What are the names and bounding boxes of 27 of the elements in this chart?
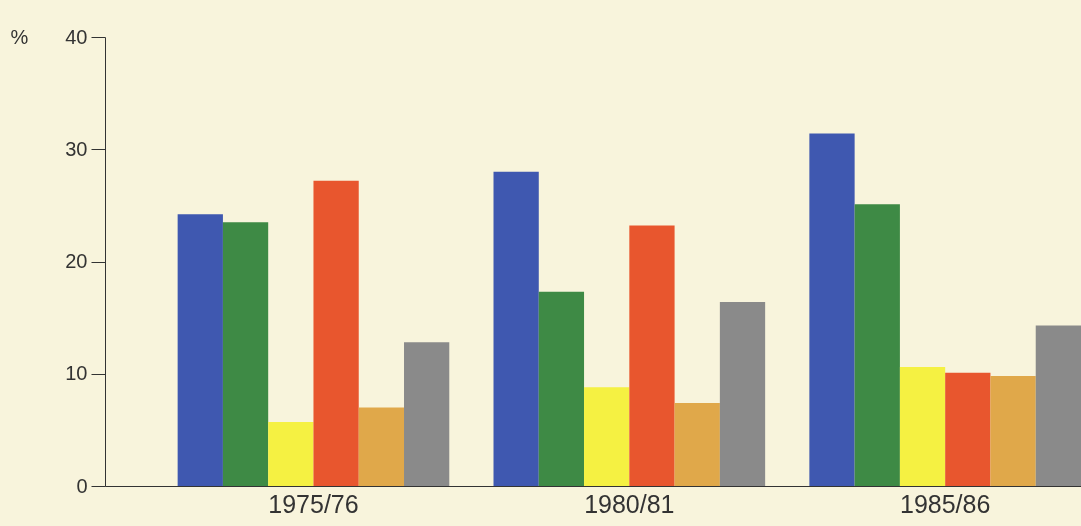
y-tick-label: 0 xyxy=(76,474,88,497)
bar xyxy=(358,407,405,486)
bar xyxy=(222,222,269,486)
bar xyxy=(990,376,1036,486)
bar xyxy=(493,171,539,486)
y-tick-label: 10 xyxy=(65,362,88,385)
y-tick-label: 40 xyxy=(65,25,88,48)
bar xyxy=(268,422,314,486)
bar xyxy=(177,214,223,486)
y-axis-title: % xyxy=(10,25,29,48)
bar xyxy=(629,225,675,486)
bar xyxy=(1035,325,1081,486)
y-tick-label: 20 xyxy=(65,250,88,272)
bar xyxy=(404,342,450,486)
bar xyxy=(674,402,720,486)
bar xyxy=(584,387,630,486)
bar xyxy=(854,204,900,486)
bar xyxy=(313,180,359,486)
bar xyxy=(945,372,991,486)
bar xyxy=(809,133,855,486)
bar xyxy=(538,291,585,486)
bar xyxy=(719,301,766,486)
bar xyxy=(899,367,946,486)
x-tick-label: 1980/81 xyxy=(584,489,675,518)
x-tick-label: 1985/86 xyxy=(899,489,991,518)
x-tick-label: 1975/76 xyxy=(268,489,359,518)
y-tick-label: 30 xyxy=(65,137,88,160)
